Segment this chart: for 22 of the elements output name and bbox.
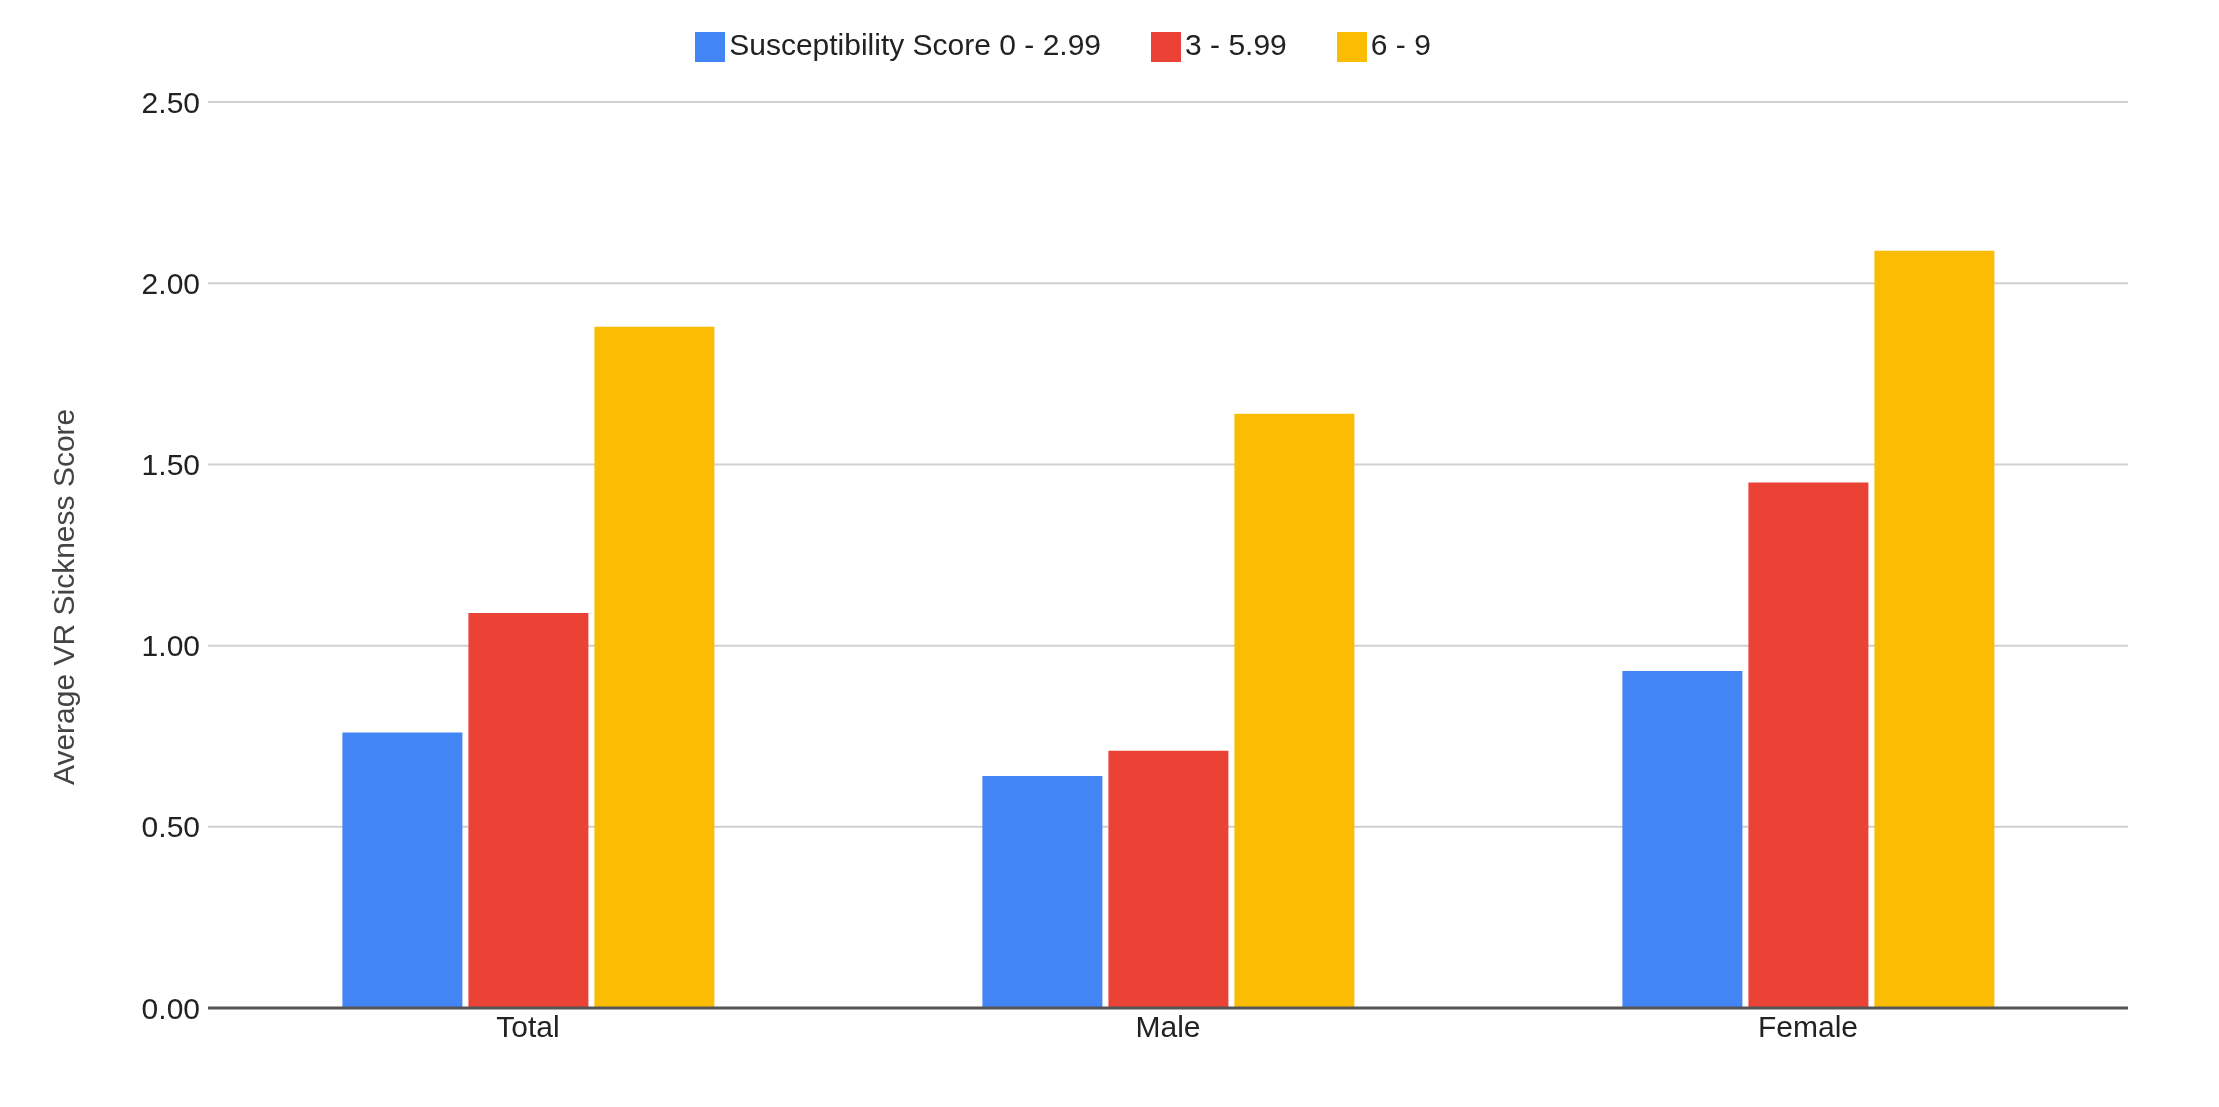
bar: [594, 326, 715, 1008]
bar: [1874, 250, 1995, 1008]
bar: [1748, 482, 1869, 1008]
x-tick-label: Total: [496, 1010, 560, 1044]
bar: [342, 732, 463, 1008]
bar: [1234, 413, 1355, 1008]
bar: [982, 776, 1103, 1008]
legend-label: Susceptibility Score 0 - 2.99: [729, 28, 1102, 61]
y-tick-label: 2.50: [141, 85, 200, 119]
x-tick-label: Male: [1135, 1010, 1201, 1044]
legend-label: 3 - 5.99: [1185, 28, 1287, 61]
y-tick-label: 2.00: [141, 266, 200, 300]
y-tick-label: 1.00: [141, 629, 200, 663]
bar: [1108, 750, 1229, 1008]
x-tick-label: Female: [1757, 1010, 1859, 1044]
y-axis-title: Average VR Sickness Score: [46, 408, 80, 786]
y-tick-label: 1.50: [141, 448, 200, 482]
y-tick-label: 0.50: [141, 810, 200, 844]
y-tick-label: 0.00: [141, 991, 200, 1025]
bar: [468, 613, 589, 1008]
legend-label: 6 - 9: [1370, 28, 1431, 61]
bar: [1622, 671, 1743, 1008]
